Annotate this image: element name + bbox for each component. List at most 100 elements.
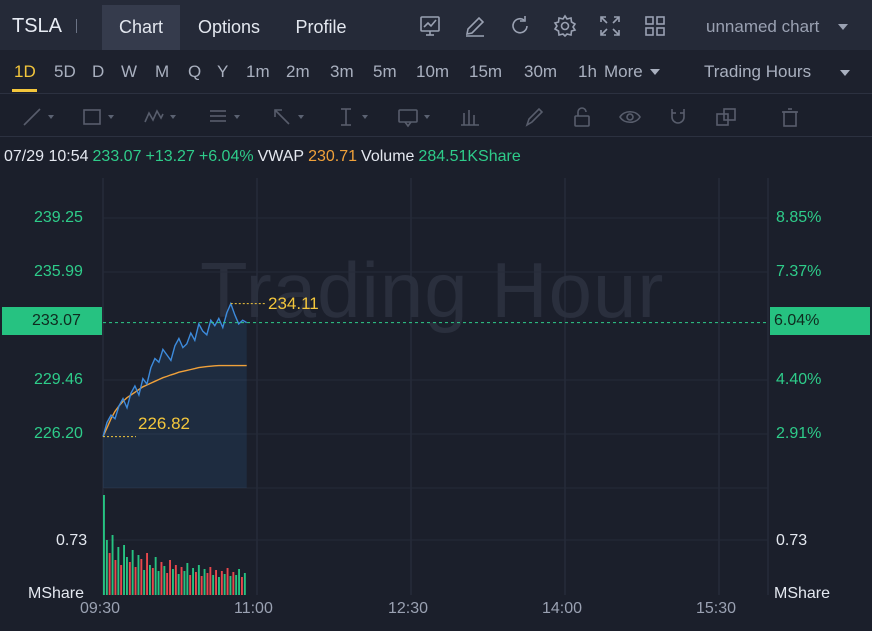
- volume-unit: MShare: [28, 585, 85, 602]
- trading-hour-watermark: Trading Hour: [200, 246, 665, 334]
- chevron-down-icon[interactable]: [840, 70, 850, 76]
- tab-profile[interactable]: Profile: [295, 17, 347, 37]
- chevron-down-icon[interactable]: [234, 115, 240, 119]
- volume-bars: [103, 495, 246, 595]
- ticker-symbol: TSLA: [12, 15, 63, 37]
- chevron-down-icon[interactable]: [424, 115, 430, 119]
- volume-bar: [120, 565, 123, 595]
- period-10m[interactable]: 10m: [416, 62, 450, 81]
- period-2m[interactable]: 2m: [286, 62, 310, 81]
- tab-chart[interactable]: Chart: [102, 5, 180, 50]
- volume-bar: [180, 567, 183, 595]
- quote-info-line: 07/29 10:54 233.07 +13.27 +6.04% VWAP 230.71 V…: [4, 148, 525, 166]
- layout-grid-icon[interactable]: [643, 14, 667, 38]
- chevron-down-icon[interactable]: [298, 115, 304, 119]
- time-tick: 11:00: [234, 600, 273, 617]
- volume-tick: 0.73: [56, 532, 88, 549]
- period-w[interactable]: W: [121, 62, 138, 81]
- text-note-icon[interactable]: [396, 105, 420, 129]
- more-periods-button[interactable]: More: [604, 62, 643, 81]
- volume-bar: [241, 577, 243, 595]
- period-q[interactable]: Q: [188, 62, 202, 81]
- volume-bar: [169, 560, 171, 595]
- pct-tick: 2.91%: [776, 425, 822, 442]
- period-5d[interactable]: 5D: [54, 62, 76, 81]
- rectangle-icon[interactable]: [80, 105, 104, 129]
- volume-bar: [140, 559, 143, 595]
- time-tick: 14:00: [542, 600, 583, 617]
- period-1d[interactable]: 1D: [14, 62, 36, 81]
- brush-icon[interactable]: [522, 105, 546, 129]
- chevron-down-icon[interactable]: [362, 115, 368, 119]
- active-period-underline: [12, 89, 37, 92]
- magnet-icon[interactable]: [666, 105, 690, 129]
- period-bar: [0, 50, 872, 94]
- chevron-down-icon[interactable]: [108, 115, 114, 119]
- volume-tick: 0.73: [776, 532, 808, 549]
- volume-bar: [108, 553, 111, 595]
- period-1h[interactable]: 1h: [578, 62, 597, 81]
- period-d[interactable]: D: [92, 62, 105, 81]
- period-30m[interactable]: 30m: [524, 62, 558, 81]
- tab-options[interactable]: Options: [197, 17, 261, 37]
- chevron-down-icon[interactable]: [838, 24, 848, 30]
- period-5m[interactable]: 5m: [373, 62, 397, 81]
- volume-bar: [226, 568, 229, 595]
- volume-bar: [238, 569, 240, 595]
- volume-bar: [160, 562, 163, 595]
- period-m[interactable]: M: [155, 62, 170, 81]
- bar-pattern-icon[interactable]: [458, 105, 482, 129]
- refresh-icon[interactable]: [508, 14, 532, 38]
- pct-tick: 4.40%: [776, 371, 822, 388]
- period-1m[interactable]: 1m: [246, 62, 270, 81]
- volume-label: Volume: [361, 148, 415, 165]
- trash-icon[interactable]: [778, 105, 802, 129]
- arrow-icon[interactable]: [270, 105, 294, 129]
- settings-gear-icon[interactable]: [553, 14, 577, 38]
- indicator-chart-icon[interactable]: [418, 14, 442, 38]
- volume-bar: [203, 569, 206, 595]
- volume-bar: [123, 545, 125, 595]
- volume-bar: [200, 576, 203, 595]
- volume-bar: [215, 570, 217, 595]
- volume-bar: [243, 573, 246, 595]
- price-line: [102, 301, 248, 437]
- volume-bar: [212, 575, 215, 595]
- volume-bar: [172, 569, 174, 595]
- chart-grid: [102, 178, 769, 595]
- vertical-measure-icon[interactable]: [334, 105, 358, 129]
- volume-bar: [114, 560, 117, 595]
- clone-icon[interactable]: [714, 105, 738, 129]
- draw-edit-icon[interactable]: [463, 14, 487, 38]
- period-3m[interactable]: 3m: [330, 62, 354, 81]
- wave-pattern-icon[interactable]: [142, 105, 166, 129]
- period-15m[interactable]: 15m: [469, 62, 503, 81]
- chart-name-dropdown[interactable]: unnamed chart: [706, 17, 820, 36]
- fibonacci-icon[interactable]: [206, 105, 230, 129]
- chevron-down-icon[interactable]: [650, 69, 660, 75]
- eye-icon[interactable]: [618, 105, 642, 129]
- volume-bar: [218, 577, 220, 595]
- trend-line-icon[interactable]: [20, 105, 44, 129]
- volume-bar: [177, 574, 180, 595]
- drawing-toolbar: [0, 95, 872, 137]
- volume-bar: [154, 557, 157, 595]
- trading-hours-dropdown[interactable]: Trading Hours: [704, 62, 812, 81]
- volume-bar: [235, 575, 238, 595]
- volume-bar: [166, 573, 169, 595]
- time-tick: 12:30: [388, 600, 429, 617]
- lock-icon[interactable]: [570, 105, 594, 129]
- ticker-divider: [76, 19, 77, 33]
- low-annotation: 226.82: [138, 414, 190, 433]
- chevron-down-icon[interactable]: [48, 115, 54, 119]
- volume-bar: [163, 566, 166, 595]
- fullscreen-icon[interactable]: [598, 14, 622, 38]
- volume-bar: [143, 570, 146, 595]
- period-y[interactable]: Y: [217, 62, 229, 81]
- price-tick: 226.20: [34, 425, 83, 442]
- current-pct-tag: 6.04%: [770, 307, 870, 335]
- volume-bar: [209, 567, 212, 595]
- volume-bar: [229, 576, 232, 595]
- chevron-down-icon[interactable]: [170, 115, 176, 119]
